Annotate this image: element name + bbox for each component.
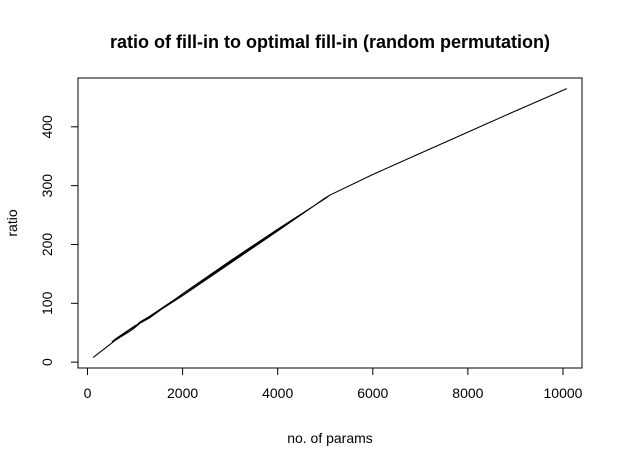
x-tick-label: 6000 bbox=[357, 385, 388, 401]
y-axis-label: ratio bbox=[4, 209, 20, 236]
x-tick-label: 0 bbox=[84, 385, 92, 401]
y-tick-label: 400 bbox=[39, 115, 55, 139]
plot-frame bbox=[77, 77, 583, 369]
y-tick-label: 200 bbox=[39, 233, 55, 257]
chart-title: ratio of fill-in to optimal fill-in (ran… bbox=[110, 32, 550, 52]
x-tick-label: 2000 bbox=[167, 385, 198, 401]
x-tick-label: 8000 bbox=[452, 385, 483, 401]
x-tick-label: 10000 bbox=[544, 385, 583, 401]
y-tick-label: 0 bbox=[39, 358, 55, 366]
series-layer bbox=[92, 88, 567, 358]
x-axis-label: no. of params bbox=[287, 430, 373, 446]
x-tick-label: 4000 bbox=[262, 385, 293, 401]
x-axis: 0 2000 4000 6000 8000 10000 bbox=[84, 367, 583, 401]
y-axis: 0 100 200 300 400 bbox=[39, 115, 79, 366]
y-tick-label: 300 bbox=[39, 174, 55, 198]
y-tick-label: 100 bbox=[39, 291, 55, 315]
series-line bbox=[92, 88, 567, 358]
